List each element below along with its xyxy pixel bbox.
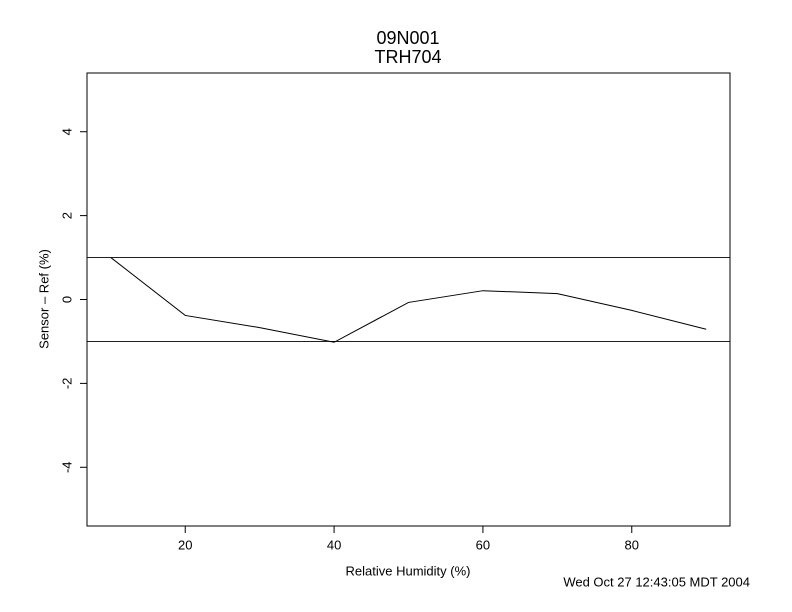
y-axis-label: Sensor – Ref (%) <box>36 249 51 349</box>
x-tick-label: 20 <box>178 537 192 552</box>
chart-subtitle: TRH704 <box>374 47 441 67</box>
y-tick-label: -4 <box>59 461 74 473</box>
x-tick-label: 80 <box>625 537 639 552</box>
x-tick-label: 60 <box>476 537 490 552</box>
y-tick-label: 4 <box>59 128 74 135</box>
data-line <box>110 257 707 343</box>
timestamp: Wed Oct 27 12:43:05 MDT 2004 <box>563 574 750 589</box>
y-tick-label: -2 <box>59 378 74 390</box>
y-tick-label: 0 <box>59 296 74 303</box>
y-tick-label: 2 <box>59 212 74 219</box>
x-axis-label: Relative Humidity (%) <box>346 563 471 578</box>
chart-title: 09N001 <box>376 28 439 48</box>
x-tick-label: 40 <box>327 537 341 552</box>
